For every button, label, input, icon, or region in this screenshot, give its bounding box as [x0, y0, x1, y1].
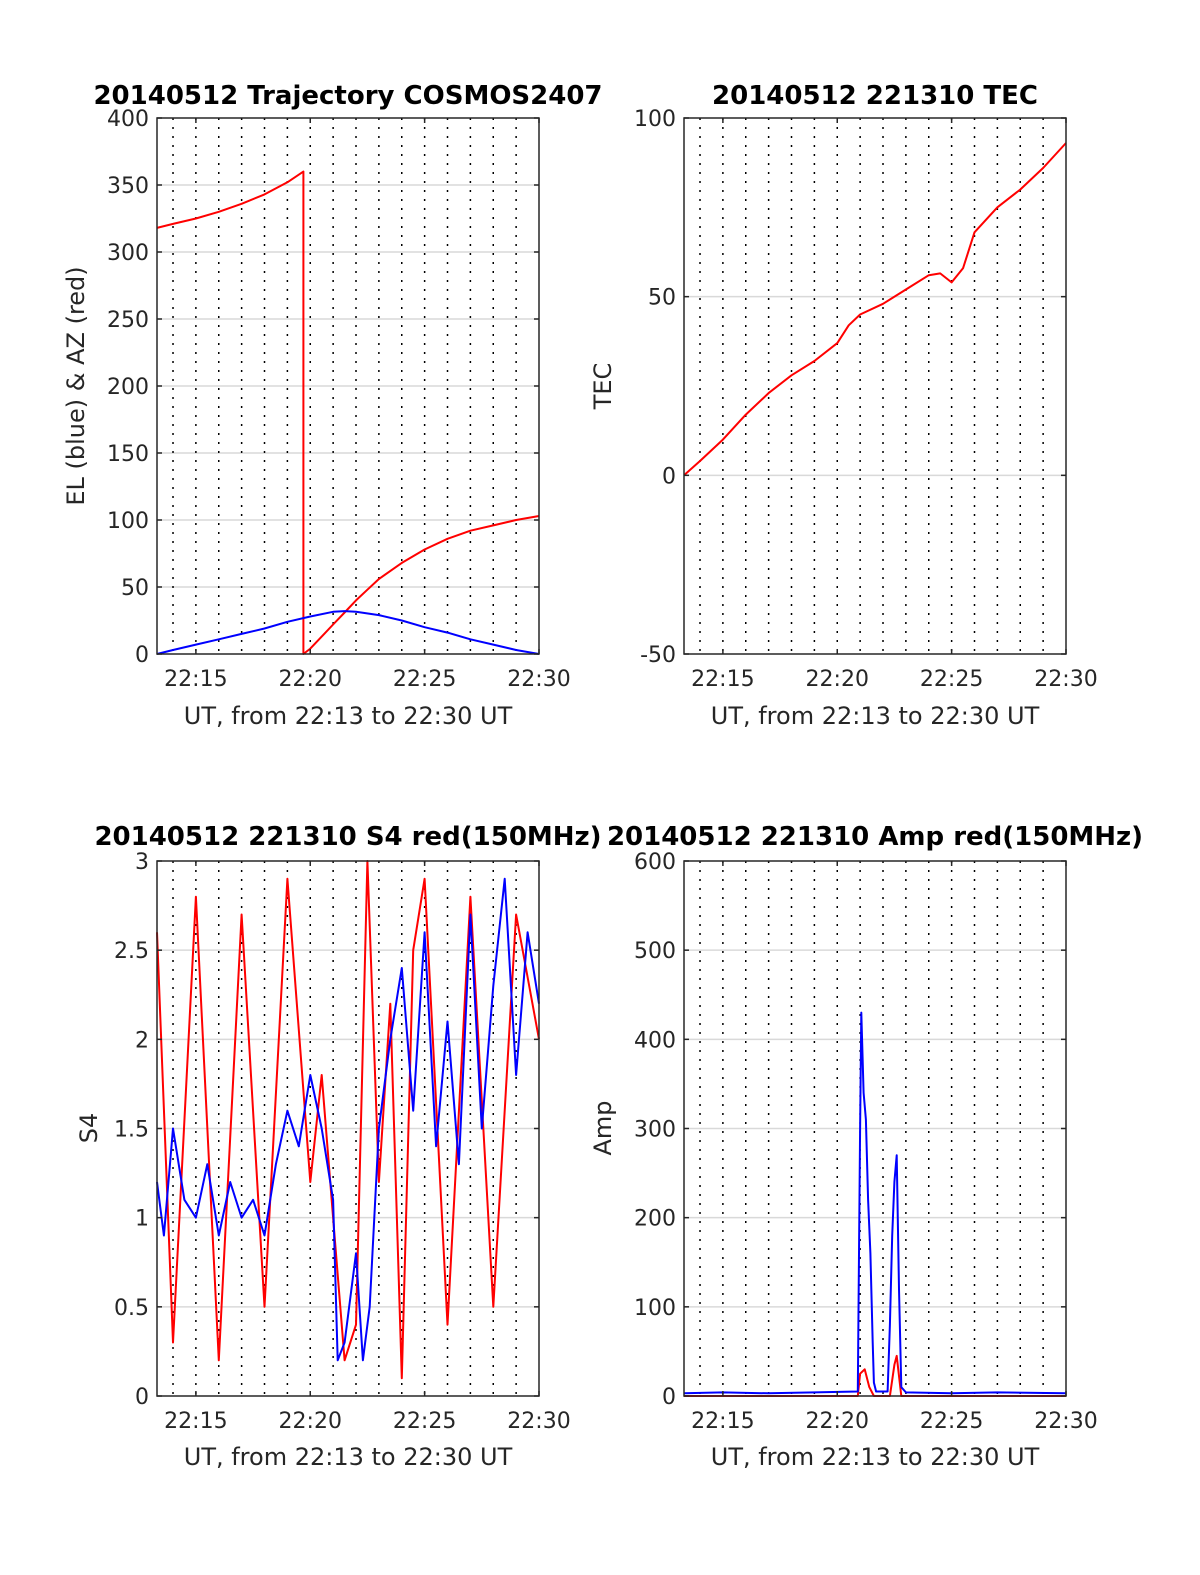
- y-tick-label: 200: [634, 1207, 676, 1232]
- series-line-1: [156, 610, 540, 655]
- series-line-0: [683, 142, 1067, 477]
- x-tick-label: 22:15: [691, 1409, 754, 1434]
- y-tick-label: 300: [107, 241, 149, 266]
- panel-s4: 0 0.5 1 1.5 2 2.5 3 22:15 22:20 22:25 22:30 2014051…: [75, 822, 602, 1471]
- x-axis-label: UT, from 22:13 to 22:30 UT: [184, 1443, 513, 1471]
- y-tick-label: 500: [634, 939, 676, 964]
- panel-title: 20140512 221310 S4 red(150MHz): [94, 822, 601, 852]
- x-tick-label: 22:30: [507, 667, 570, 692]
- panel-trajectory: 0 50 100 150 200 250 300 350 400 22:15 22:20 22:25 2…: [62, 81, 603, 730]
- x-tick-label: 22:15: [164, 1409, 227, 1434]
- y-tick-label: 400: [634, 1028, 676, 1053]
- x-axis-label: UT, from 22:13 to 22:30 UT: [184, 702, 513, 730]
- series-line-0: [156, 170, 540, 655]
- x-tick-label: 22:20: [279, 1409, 342, 1434]
- y-tick-label: 50: [121, 576, 149, 601]
- x-tick-label: 22:20: [279, 667, 342, 692]
- y-tick-label: 50: [648, 286, 676, 311]
- y-tick-label: -50: [640, 643, 676, 668]
- panel-title: 20140512 Trajectory COSMOS2407: [93, 81, 602, 111]
- x-tick-label: 22:25: [393, 1409, 456, 1434]
- x-axis-label: UT, from 22:13 to 22:30 UT: [711, 1443, 1040, 1471]
- y-tick-label: 0: [662, 1385, 676, 1410]
- series-line-1: [156, 877, 540, 1362]
- y-tick-label: 2: [135, 1028, 149, 1053]
- y-tick-label: 100: [107, 509, 149, 534]
- x-tick-label: 22:30: [1034, 667, 1097, 692]
- y-tick-label: 1.5: [114, 1118, 149, 1143]
- plot-area: [684, 118, 1066, 654]
- y-tick-label: 0.5: [114, 1296, 149, 1321]
- y-tick-label: 2.5: [114, 939, 149, 964]
- y-tick-label: 0: [135, 1385, 149, 1410]
- y-tick-label: 0: [135, 643, 149, 668]
- x-tick-label: 22:20: [806, 667, 869, 692]
- axes-box: [683, 117, 1067, 655]
- x-tick-label: 22:30: [1034, 1409, 1097, 1434]
- x-tick-label: 22:15: [164, 667, 227, 692]
- y-axis-label: TEC: [589, 363, 617, 411]
- y-tick-label: 200: [107, 375, 149, 400]
- y-tick-label: 100: [634, 107, 676, 132]
- y-tick-label: 0: [662, 464, 676, 489]
- x-tick-label: 22:20: [806, 1409, 869, 1434]
- y-tick-label: 600: [634, 850, 676, 875]
- y-axis-label: S4: [75, 1113, 103, 1144]
- y-axis-label: Amp: [589, 1100, 617, 1155]
- y-tick-label: 350: [107, 174, 149, 199]
- x-tick-label: 22:30: [507, 1409, 570, 1434]
- x-tick-label: 22:25: [920, 667, 983, 692]
- series-line-1: [683, 1011, 1067, 1395]
- x-axis-label: UT, from 22:13 to 22:30 UT: [711, 702, 1040, 730]
- x-tick-label: 22:25: [393, 667, 456, 692]
- panel-title: 20140512 221310 TEC: [712, 81, 1038, 111]
- panel-tec: -50 0 50 100 22:15 22:20 22:25 22:30 20140512 22…: [589, 81, 1098, 730]
- y-tick-label: 400: [107, 107, 149, 132]
- y-tick-label: 250: [107, 308, 149, 333]
- y-tick-label: 3: [135, 850, 149, 875]
- x-tick-label: 22:25: [920, 1409, 983, 1434]
- series-line-0: [156, 860, 540, 1380]
- y-tick-label: 100: [634, 1296, 676, 1321]
- x-tick-label: 22:15: [691, 667, 754, 692]
- panel-title: 20140512 221310 Amp red(150MHz): [607, 822, 1143, 852]
- y-axis-label: EL (blue) & AZ (red): [62, 266, 90, 505]
- y-tick-label: 150: [107, 442, 149, 467]
- y-tick-label: 300: [634, 1118, 676, 1143]
- y-tick-label: 1: [135, 1207, 149, 1232]
- panel-amp: 0 100 200 300 400 500 600 22:15 22:20 22:25 22:30 2…: [589, 822, 1143, 1471]
